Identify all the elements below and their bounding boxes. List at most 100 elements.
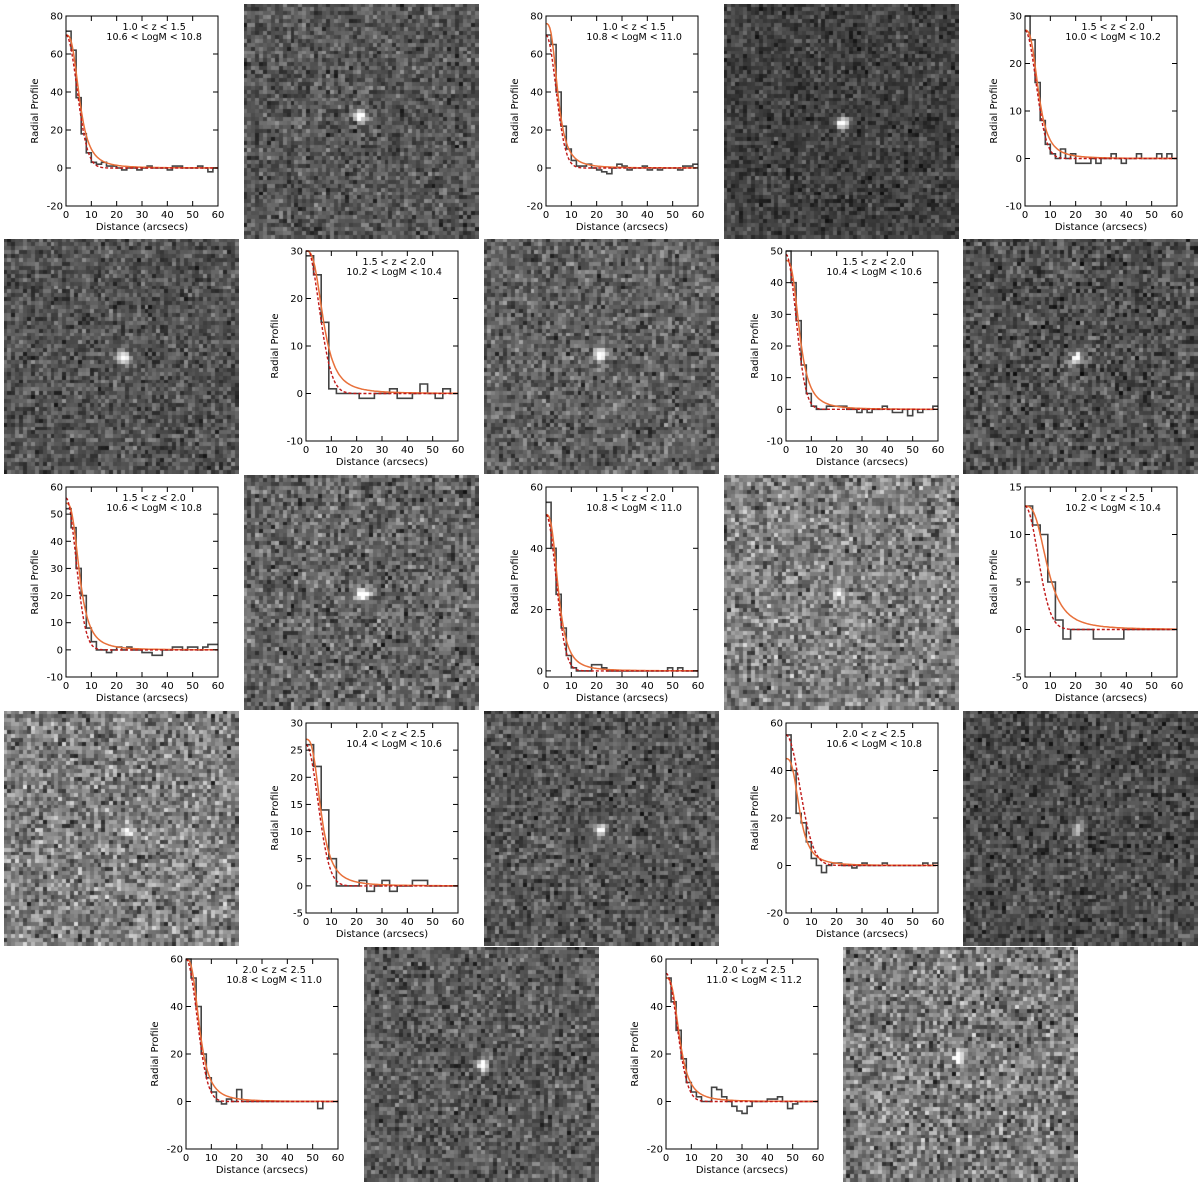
stacked-image (484, 239, 719, 474)
x-tick-label: 60 (212, 210, 225, 221)
x-tick-label: 30 (136, 210, 149, 221)
y-axis-label: Radial Profile (270, 785, 281, 850)
y-tick-label: -5 (1012, 673, 1022, 684)
x-tick-label: 0 (543, 210, 549, 221)
y-tick-label: 10 (1009, 530, 1022, 541)
x-tick-label: 30 (616, 681, 629, 692)
x-tick-label: 0 (183, 1153, 189, 1164)
fit-solid-series (785, 259, 938, 410)
x-tick-label: 20 (830, 445, 843, 456)
histogram-series (66, 507, 218, 657)
x-tick-label: 0 (1022, 681, 1028, 692)
x-axis-label: Distance (arcsecs) (576, 222, 668, 233)
x-tick-label: 50 (186, 210, 199, 221)
fit-dashed-series (65, 34, 218, 169)
y-tick-label: 40 (50, 88, 63, 99)
bin-annotation: 10.6 < LogM < 10.8 (826, 739, 921, 750)
axes-frame (185, 958, 339, 1150)
x-tick-label: 30 (856, 445, 869, 456)
fit-dashed-series (545, 34, 698, 169)
stacked-image (244, 4, 479, 239)
plot-area (185, 958, 338, 1110)
y-tick-label: 0 (177, 1097, 183, 1108)
x-tick-label: 0 (543, 681, 549, 692)
x-tick-label: 60 (212, 681, 225, 692)
y-tick-label: -20 (527, 202, 543, 213)
plot-area (665, 972, 818, 1115)
x-tick-label: 20 (350, 917, 363, 928)
x-tick-label: 60 (452, 445, 465, 456)
y-tick-label: 0 (297, 389, 303, 400)
x-tick-label: 60 (692, 210, 705, 221)
y-tick-label: 10 (290, 827, 303, 838)
x-tick-label: 0 (783, 445, 789, 456)
x-tick-label: 20 (230, 1153, 243, 1164)
x-tick-label: 60 (812, 1153, 825, 1164)
y-tick-label: 0 (57, 645, 63, 656)
x-tick-label: 40 (401, 917, 414, 928)
y-tick-label: 50 (50, 510, 63, 521)
y-axis-label: Radial Profile (150, 1021, 161, 1086)
y-tick-label: -20 (767, 909, 783, 920)
x-axis-label: Distance (arcsecs) (696, 1165, 788, 1176)
plot-area (785, 250, 938, 417)
y-tick-label: 20 (650, 1050, 663, 1061)
y-tick-label: -20 (167, 1145, 183, 1156)
x-tick-label: 10 (565, 681, 578, 692)
y-tick-label: 30 (1009, 12, 1022, 23)
y-tick-label: 60 (170, 955, 183, 966)
x-tick-label: 20 (1069, 681, 1082, 692)
y-axis-label: Radial Profile (750, 785, 761, 850)
x-tick-label: 50 (1145, 210, 1158, 221)
y-tick-label: 15 (290, 800, 303, 811)
x-tick-label: 10 (805, 917, 818, 928)
x-tick-label: 30 (856, 917, 869, 928)
y-tick-label: 20 (530, 126, 543, 137)
plot-area (65, 497, 218, 657)
bin-annotation: 2.0 < z < 2.5 (243, 965, 306, 976)
y-tick-label: -10 (287, 437, 303, 448)
stacked-image (843, 947, 1078, 1182)
fit-dashed-series (665, 972, 818, 1103)
bin-annotation: 2.0 < z < 2.5 (723, 965, 786, 976)
plot-area (65, 30, 218, 173)
bin-annotation: 10.4 < LogM < 10.6 (346, 739, 441, 750)
stacked-image (963, 239, 1198, 474)
bin-annotation: 10.2 < LogM < 10.4 (346, 267, 441, 278)
bin-annotation: 1.5 < z < 2.0 (123, 493, 186, 504)
y-tick-label: 5 (1016, 578, 1022, 589)
y-tick-label: 0 (777, 405, 783, 416)
x-axis-label: Distance (arcsecs) (816, 929, 908, 940)
y-tick-label: 50 (770, 247, 783, 258)
fit-dashed-series (65, 497, 218, 651)
y-tick-label: -20 (647, 1145, 663, 1156)
y-tick-label: 20 (290, 294, 303, 305)
x-tick-label: 20 (830, 917, 843, 928)
y-tick-label: 20 (170, 1050, 183, 1061)
x-tick-label: 60 (692, 681, 705, 692)
x-tick-label: 20 (590, 681, 603, 692)
plot-area (305, 738, 458, 893)
x-tick-label: 40 (401, 445, 414, 456)
x-tick-label: 0 (63, 210, 69, 221)
bin-annotation: 10.8 < LogM < 11.0 (586, 32, 681, 43)
x-tick-label: 60 (1171, 210, 1184, 221)
fit-solid-series (1025, 505, 1177, 630)
y-tick-label: 0 (777, 861, 783, 872)
x-tick-label: 10 (1044, 681, 1057, 692)
x-axis-label: Distance (arcsecs) (576, 693, 668, 704)
x-axis-label: Distance (arcsecs) (96, 222, 188, 233)
fit-solid-series (785, 757, 938, 867)
axes-frame (785, 722, 939, 914)
y-tick-label: 20 (50, 126, 63, 137)
fit-dashed-series (785, 734, 938, 867)
x-tick-label: 50 (906, 445, 919, 456)
y-tick-label: -10 (767, 437, 783, 448)
x-tick-label: 40 (761, 1153, 774, 1164)
x-tick-label: 60 (1171, 681, 1184, 692)
